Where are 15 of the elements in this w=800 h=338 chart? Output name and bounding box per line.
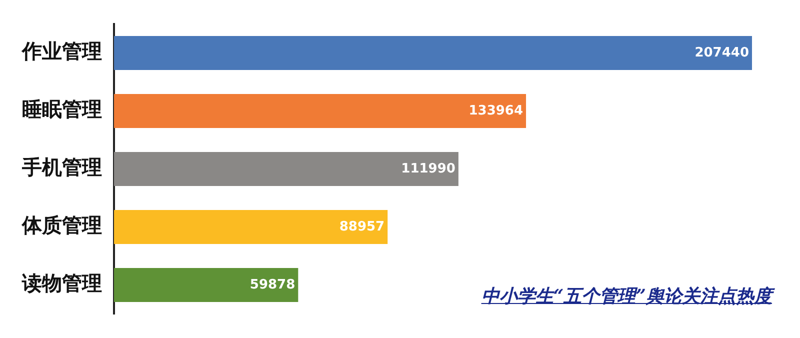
data-label: 207440: [694, 45, 749, 60]
data-label: 133964: [468, 103, 524, 118]
data-label: 88957: [339, 219, 385, 234]
y-tick-label: 睡眠管理: [22, 97, 102, 122]
data-label: 111990: [401, 161, 456, 176]
y-tick-label: 作业管理: [21, 39, 102, 64]
y-tick-label: 读物管理: [21, 271, 102, 296]
bar: [114, 268, 298, 302]
bar: [114, 210, 388, 244]
bar: [114, 152, 458, 186]
bar: [114, 36, 752, 70]
y-tick-label: 体质管理: [21, 213, 102, 238]
data-label: 59878: [250, 277, 296, 292]
bar: [114, 94, 526, 128]
y-tick-label: 手机管理: [21, 155, 102, 180]
